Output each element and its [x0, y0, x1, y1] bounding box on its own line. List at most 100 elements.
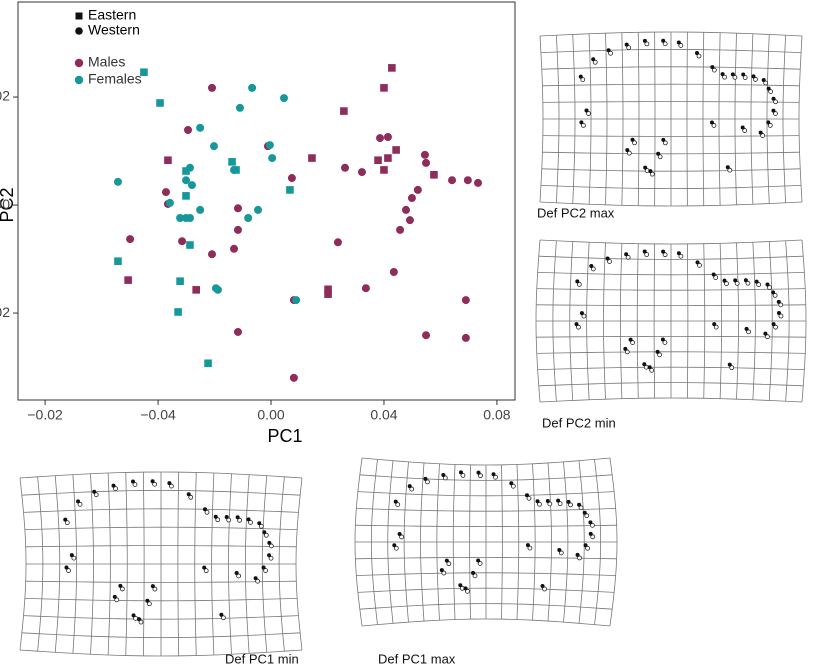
point: [233, 327, 242, 336]
landmark: [661, 38, 666, 43]
landmark: [588, 520, 593, 525]
landmark: [525, 543, 530, 548]
point: [244, 214, 253, 223]
landmark: [644, 252, 650, 257]
landmark: [574, 322, 579, 327]
landmark: [137, 617, 142, 622]
landmark: [592, 59, 598, 65]
landmark: [697, 262, 702, 268]
point: [213, 285, 222, 294]
landmark: [754, 279, 759, 284]
y-axis-label: PC2: [0, 187, 17, 222]
point: [463, 176, 472, 185]
landmark: [657, 352, 662, 358]
landmark: [92, 489, 97, 494]
grid-line: [19, 649, 303, 657]
landmark: [758, 130, 763, 135]
landmark: [624, 42, 629, 47]
landmark: [441, 472, 446, 477]
landmark: [471, 570, 476, 575]
x-tick-label: 0.00: [257, 407, 284, 423]
landmark: [558, 550, 564, 556]
landmark: [727, 167, 733, 173]
landmark: [662, 340, 668, 345]
landmark: [768, 89, 774, 94]
landmark: [590, 266, 596, 272]
landmark: [393, 545, 399, 551]
landmark: [64, 565, 69, 570]
grid-line: [357, 491, 615, 497]
grid-line: [539, 31, 803, 37]
landmark: [407, 484, 412, 489]
grid-line: [539, 201, 803, 207]
landmark: [392, 543, 397, 548]
landmark: [766, 86, 771, 91]
landmark: [767, 122, 773, 128]
landmark: [441, 570, 447, 576]
landmark: [578, 74, 583, 79]
landmark: [204, 509, 210, 515]
grid-line: [25, 545, 297, 548]
landmark: [661, 249, 666, 254]
landmark: [583, 543, 588, 548]
landmark: [763, 331, 768, 336]
landmark: [722, 74, 727, 80]
landmark: [607, 259, 612, 264]
point: [161, 188, 170, 197]
landmark: [237, 517, 243, 523]
landmark: [661, 137, 666, 142]
landmark: [676, 40, 681, 45]
landmark: [773, 99, 778, 105]
landmark: [202, 565, 207, 570]
landmark: [632, 140, 637, 146]
grid-line: [536, 304, 806, 307]
landmark: [727, 362, 732, 367]
landmark: [662, 252, 668, 258]
landmark: [186, 492, 191, 497]
landmark: [776, 299, 781, 304]
landmark: [741, 72, 746, 77]
landmark: [268, 543, 274, 549]
legend-label: Females: [88, 71, 142, 87]
point: [124, 276, 132, 284]
landmark: [642, 249, 647, 254]
landmark: [557, 547, 562, 552]
point: [383, 133, 392, 142]
legend-symbol: [75, 27, 83, 35]
landmark: [458, 470, 463, 475]
x-axis-label: PC1: [267, 426, 302, 446]
deformation-grid: [539, 31, 803, 207]
point: [164, 156, 172, 165]
landmark: [146, 601, 152, 607]
point: [286, 186, 294, 194]
landmark: [591, 57, 596, 62]
landmark: [608, 50, 613, 56]
point: [407, 194, 416, 203]
point: [207, 83, 216, 92]
grid-line: [542, 151, 800, 155]
landmark: [152, 481, 157, 487]
x-tick-label: 0.08: [483, 407, 510, 423]
landmark: [219, 612, 224, 617]
point: [126, 235, 135, 244]
grid-line: [21, 489, 301, 496]
grid-line: [23, 508, 299, 513]
point: [176, 214, 185, 223]
landmark: [442, 475, 448, 481]
landmark: [656, 151, 661, 156]
point: [248, 83, 257, 92]
landmark: [395, 502, 401, 507]
landmark: [625, 148, 630, 153]
point: [113, 177, 122, 186]
landmark: [590, 522, 595, 528]
grid-line: [542, 135, 800, 137]
landmark: [220, 615, 226, 621]
landmark: [733, 278, 738, 283]
landmark: [712, 322, 717, 327]
landmark: [678, 43, 684, 48]
landmark: [439, 568, 444, 573]
landmark: [771, 322, 776, 327]
landmark: [138, 619, 144, 625]
point: [186, 241, 194, 249]
grid-line: [540, 185, 802, 190]
